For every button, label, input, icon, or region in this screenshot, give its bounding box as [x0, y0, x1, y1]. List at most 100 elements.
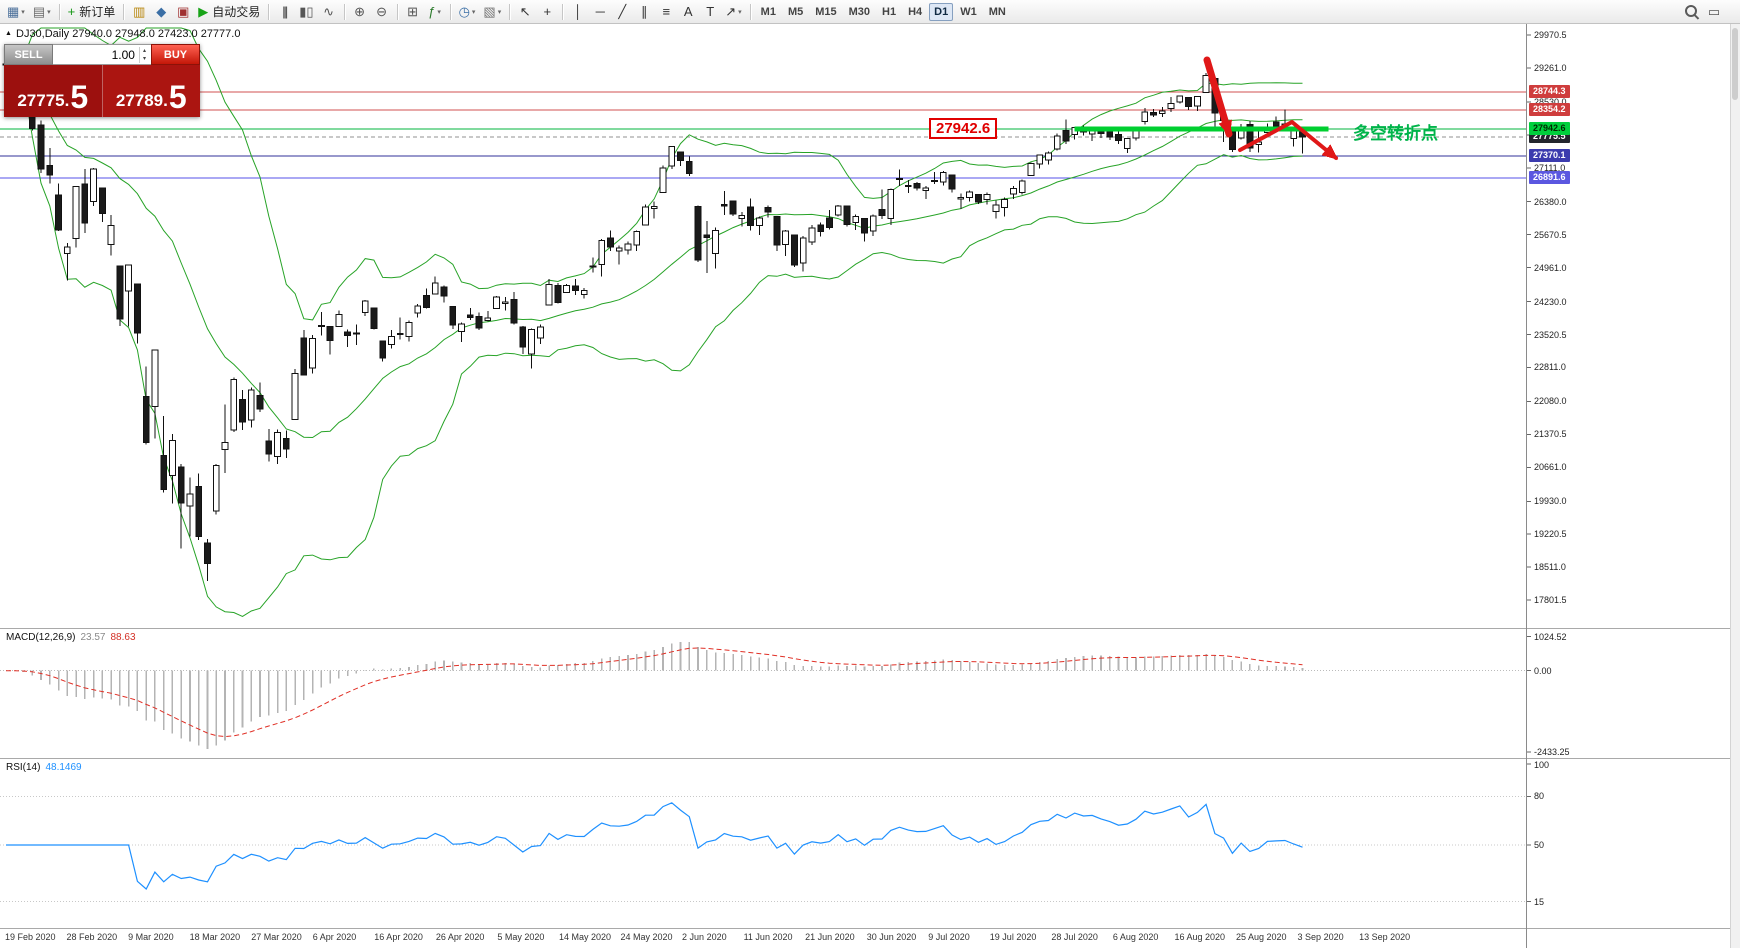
buy-button[interactable]: BUY — [151, 44, 200, 65]
scrollbar-thumb[interactable] — [1732, 28, 1738, 100]
bid-price[interactable]: 27775. 5 — [4, 65, 103, 117]
trendline-icon[interactable]: ╱ — [612, 2, 632, 22]
timeframe-M15[interactable]: M15 — [810, 3, 841, 21]
timeframe-D1[interactable]: D1 — [929, 2, 954, 21]
fibonacci-icon[interactable]: ≡ — [656, 2, 676, 22]
hline-icon: ─ — [595, 4, 605, 19]
date-label: 25 Aug 2020 — [1236, 932, 1287, 942]
timeframe-MN[interactable]: MN — [984, 3, 1011, 21]
date-label: 14 May 2020 — [558, 932, 611, 942]
zoom-out-icon[interactable]: ⊖ — [372, 2, 392, 22]
label-icon[interactable]: T — [700, 2, 720, 22]
price-callout-label[interactable]: 27942.6 — [929, 118, 998, 139]
ask-big-digit: 5 — [168, 79, 187, 115]
date-label: 21 Jun 2020 — [805, 932, 855, 942]
magnifier-icon — [1684, 4, 1699, 19]
ask-price[interactable]: 27789. 5 — [102, 65, 200, 117]
price-tick-label: 29970.5 — [1534, 30, 1567, 40]
periods-icon: ◷ — [458, 4, 470, 19]
navigator-icon: ◆ — [156, 4, 167, 19]
line-chart-icon: ∿ — [323, 4, 335, 19]
crosshair-icon[interactable]: + — [537, 2, 557, 22]
new-chart-icon[interactable]: ▦ ▾ — [4, 2, 28, 22]
support-zone-layer — [1074, 126, 1329, 132]
timeframe-M1[interactable]: M1 — [756, 3, 781, 21]
date-label: 9 Mar 2020 — [128, 932, 174, 942]
date-label: 6 Aug 2020 — [1112, 932, 1159, 942]
turning-point-note[interactable]: 多空转折点 — [1353, 124, 1438, 143]
tile-windows-icon[interactable]: ⊞ — [403, 2, 423, 22]
date-label: 2 Jun 2020 — [682, 932, 727, 942]
volume-value: 1.00 — [111, 47, 135, 62]
market-watch-icon[interactable]: ▥ — [129, 2, 149, 22]
chevron-down-icon: ▾ — [471, 8, 476, 16]
toolbar-separator — [509, 3, 511, 20]
candles-chart-icon: ▮▯ — [299, 4, 314, 19]
collapse-panel-icon[interactable]: ▲ — [5, 30, 12, 37]
price-tick-label: 28530.0 — [1534, 96, 1567, 107]
volume-down-icon[interactable]: ▾ — [142, 55, 146, 62]
sell-button[interactable]: SELL — [4, 44, 53, 65]
timeframe-M5[interactable]: M5 — [783, 3, 808, 21]
price-badge: 27370.1 — [1529, 148, 1570, 162]
terminal-icon[interactable]: ▣ — [173, 2, 193, 22]
zoom-in-icon[interactable]: ⊕ — [350, 2, 370, 22]
bars-chart-icon[interactable]: ||| — [274, 2, 294, 22]
chevron-down-icon: ▾ — [21, 8, 25, 16]
date-label: 27 Mar 2020 — [251, 932, 302, 942]
autotrading-icon[interactable]: ▶ 自动交易 — [195, 2, 263, 22]
bars-chart-icon: ||| — [282, 4, 288, 19]
date-label: 24 May 2020 — [620, 932, 673, 942]
macd-name: MACD(12,26,9) — [6, 632, 76, 643]
terminal-icon: ▣ — [177, 4, 190, 19]
timeframe-M30[interactable]: M30 — [844, 3, 875, 21]
periods-icon[interactable]: ◷ ▾ — [456, 2, 479, 22]
toolbar-separator — [268, 3, 270, 20]
line-chart-icon[interactable]: ∿ — [319, 2, 339, 22]
new-order-icon[interactable]: + 新订单 — [65, 2, 119, 22]
templates-icon[interactable]: ▧ ▾ — [480, 2, 504, 22]
volume-input[interactable]: 1.00 ▴ ▾ — [53, 44, 151, 65]
volume-up-icon[interactable]: ▴ — [142, 47, 146, 54]
macd-layer — [0, 641, 1526, 750]
chevron-down-icon: ▾ — [47, 8, 51, 16]
macd-signal-value: 88.63 — [110, 632, 136, 643]
volume-stepper[interactable]: ▴ ▾ — [138, 46, 149, 63]
price-tick-label: 17801.5 — [1534, 595, 1567, 606]
shapes-icon: ↗ — [725, 4, 737, 19]
templates-icon: ▧ — [483, 4, 496, 19]
rsi-layer — [0, 795, 1526, 903]
ask-main-digits: 27789. — [115, 91, 168, 110]
cursor-icon[interactable]: ↖ — [515, 2, 535, 22]
rsi-tick-label: 80 — [1534, 791, 1545, 802]
bollinger-layer — [5, 27, 1303, 617]
date-label: 28 Jul 2020 — [1051, 932, 1098, 942]
chat-icon[interactable]: ▭ — [1704, 2, 1724, 22]
timeframe-H4[interactable]: H4 — [903, 3, 927, 21]
vline-icon[interactable]: │ — [568, 2, 588, 22]
navigator-icon[interactable]: ◆ — [151, 2, 171, 22]
vertical-scrollbar[interactable] — [1730, 24, 1740, 948]
timeframe-W1[interactable]: W1 — [955, 3, 982, 21]
indicators-icon: ƒ — [428, 4, 436, 19]
crosshair-icon: + — [543, 4, 552, 19]
macd-tick-label: 0.00 — [1534, 665, 1552, 676]
timeframe-H1[interactable]: H1 — [877, 3, 901, 21]
date-label: 3 Sep 2020 — [1297, 932, 1344, 942]
channel-icon: ∥ — [640, 4, 648, 19]
price-tick-label: 19930.0 — [1534, 496, 1567, 507]
bid-main-digits: 27775. — [17, 91, 70, 110]
candles-chart-icon[interactable]: ▮▯ — [296, 2, 316, 22]
profiles-icon[interactable]: ▤ ▾ — [30, 2, 54, 22]
hline-icon[interactable]: ─ — [590, 2, 610, 22]
search-icon[interactable] — [1681, 2, 1702, 22]
toolbar-separator — [749, 3, 751, 20]
toolbar-separator — [449, 3, 451, 20]
channel-icon[interactable]: ∥ — [634, 2, 654, 22]
price-tick-label: 18511.0 — [1534, 562, 1566, 573]
shapes-icon[interactable]: ↗ ▾ — [722, 2, 744, 22]
text-icon[interactable]: A — [678, 2, 698, 22]
indicators-icon[interactable]: ƒ ▾ — [425, 2, 445, 22]
price-badge: 26891.6 — [1529, 170, 1570, 184]
